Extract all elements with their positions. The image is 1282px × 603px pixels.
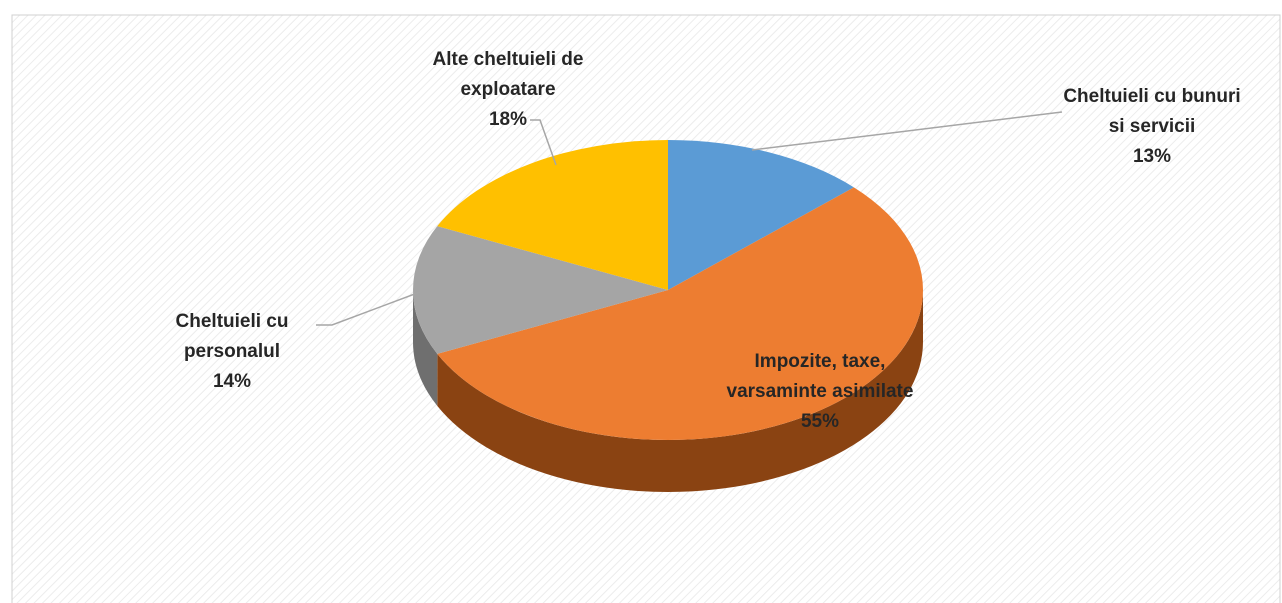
pie <box>413 140 924 493</box>
category-label: Cheltuieli cu bunuri si servicii <box>1063 86 1241 137</box>
value-label: 55% <box>800 411 840 432</box>
value-label: 14% <box>212 371 252 392</box>
slice <box>413 226 668 354</box>
leader-line <box>751 111 1063 151</box>
slice-side <box>413 290 438 406</box>
value-label: 13% <box>1132 146 1172 167</box>
data-label: Alte cheltuieli de exploatare 18% <box>388 45 628 135</box>
leader-line <box>316 291 421 326</box>
slice <box>437 187 924 440</box>
slice <box>437 140 668 290</box>
data-label: Impozite, taxe, varsaminte asimilate 55% <box>725 347 915 437</box>
slice <box>668 140 854 290</box>
category-label: Cheltuieli cu personalul <box>175 311 289 362</box>
data-label: Cheltuieli cu personalul 14% <box>145 307 320 397</box>
category-label: Impozite, taxe, varsaminte asimilate <box>726 351 914 402</box>
value-label: 18% <box>488 109 528 130</box>
data-label: Cheltuieli cu bunuri si servicii 13% <box>1062 82 1242 172</box>
category-label: Alte cheltuieli de exploatare <box>432 49 584 100</box>
slice-side <box>437 290 924 493</box>
leader-line <box>530 119 557 166</box>
